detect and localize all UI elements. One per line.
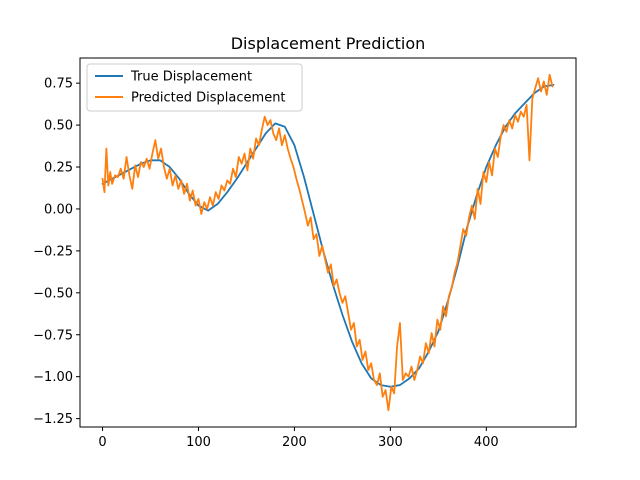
y-tick-label: −0.25 [33, 244, 73, 259]
y-tick-label: −0.50 [33, 286, 73, 301]
x-tick-label: 400 [474, 435, 499, 450]
y-tick-label: −1.00 [33, 370, 73, 385]
plot-frame [79, 57, 577, 428]
x-tick-label: 100 [186, 435, 211, 450]
y-tick-label: 0.25 [44, 161, 73, 176]
chart-title: Displacement Prediction [231, 34, 426, 53]
legend: True Displacement Predicted Displacement [86, 63, 303, 112]
x-tick-label: 300 [378, 435, 403, 450]
series-line-predicted-displacement [101, 73, 554, 412]
y-axis: −1.25 −1.00 −0.75 −0.50 −0.25 0.00 0.25 0.50 0.7… [33, 77, 80, 427]
x-tick-label: 0 [98, 435, 106, 450]
y-tick-label: 0.50 [44, 119, 73, 134]
legend-label-true-displacement: True Displacement [130, 70, 252, 85]
series-layer [101, 73, 555, 412]
x-tick-label: 200 [282, 435, 307, 450]
y-tick-label: −1.25 [33, 412, 73, 427]
legend-box [86, 63, 303, 112]
y-tick-label: 0.00 [44, 202, 73, 217]
legend-label-predicted-displacement: Predicted Displacement [131, 91, 286, 106]
y-tick-label: −0.75 [33, 328, 73, 343]
y-tick-label: 0.75 [44, 77, 73, 92]
x-axis: 0 100 200 300 400 [98, 427, 499, 450]
